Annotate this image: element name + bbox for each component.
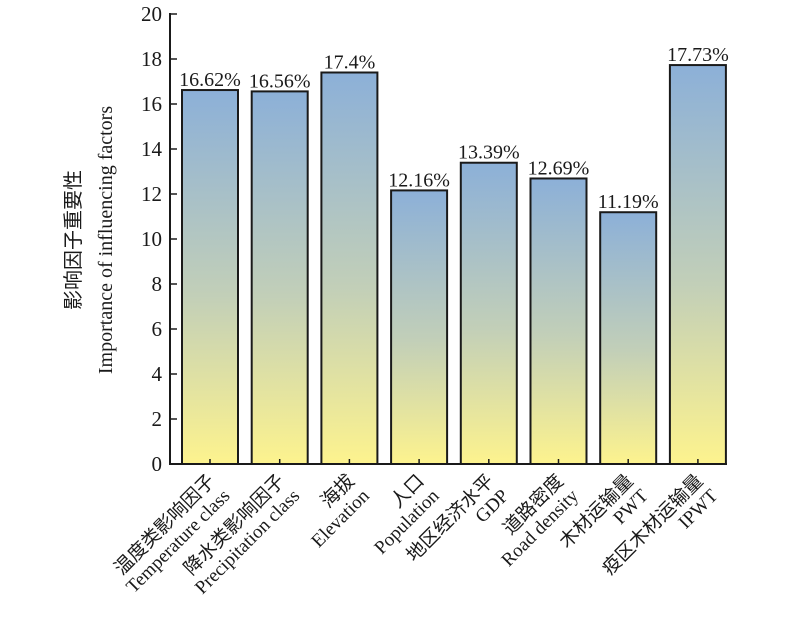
data-label: 16.56%: [249, 70, 311, 92]
bar-elevation: [320, 71, 379, 465]
y-tick-label: 20: [141, 2, 162, 26]
bar-road-density: [529, 177, 588, 465]
bar-gdp: [459, 161, 518, 465]
data-label: 17.4%: [324, 52, 376, 74]
y-tick-label: 4: [152, 362, 163, 386]
y-tick-label: 6: [152, 317, 163, 341]
y-tick-label: 8: [152, 272, 163, 296]
y-axis-title-en: Importance of influencing factors: [95, 106, 117, 374]
y-axis-title-cn: 影响因子重要性: [62, 170, 85, 310]
bar-pwt: [599, 211, 658, 465]
y-ticks: 0 2 4 6 8 10 12 14 16 18 20: [141, 2, 177, 476]
data-label: 16.62%: [179, 69, 241, 91]
data-label: 12.69%: [528, 157, 590, 179]
y-tick-label: 2: [152, 407, 163, 431]
data-label: 11.19%: [598, 191, 659, 213]
bar-temperature-class: [181, 89, 239, 466]
bar-population: [390, 189, 449, 465]
bar-precipitation-class: [250, 90, 309, 466]
y-tick-label: 10: [141, 227, 162, 251]
y-tick-label: 12: [141, 182, 162, 206]
y-axis-title: 影响因子重要性 Importance of influencing factor…: [62, 106, 117, 374]
data-label: 17.73%: [667, 44, 729, 66]
bars: [181, 64, 727, 466]
bar-ipwt: [668, 64, 727, 465]
y-tick-label: 16: [141, 92, 162, 116]
value-labels: 16.62% 16.56% 17.4% 12.16% 13.39% 12.69% 11.19…: [179, 44, 729, 213]
y-tick-label: 18: [141, 47, 162, 71]
y-tick-label: 14: [141, 137, 163, 161]
y-tick-label: 0: [152, 452, 163, 476]
data-label: 12.16%: [388, 169, 450, 191]
data-label: 13.39%: [458, 142, 520, 164]
